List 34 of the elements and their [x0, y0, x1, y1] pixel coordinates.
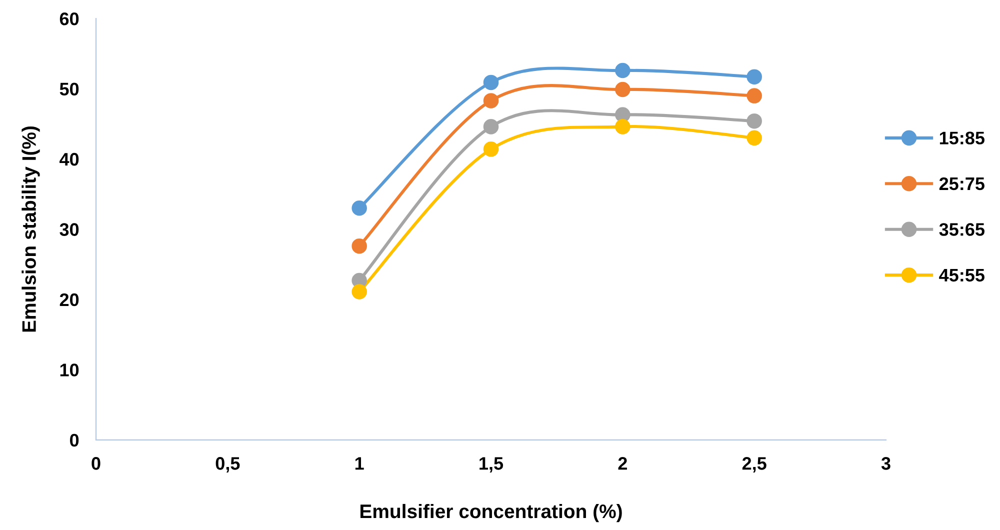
x-tick-label: 3 [881, 457, 890, 470]
point [746, 69, 762, 84]
x-tick-label: 0 [92, 457, 100, 470]
x-tick-label: 1,5 [480, 457, 504, 472]
y-axis-title: Emulsion stability I(%) [22, 126, 40, 332]
point [615, 62, 630, 78]
point [746, 113, 762, 129]
x-tick-label: 0,5 [216, 457, 240, 472]
point [352, 238, 367, 254]
y-tick-label: 0 [70, 434, 79, 447]
point [615, 119, 630, 134]
y-tick-label: 60 [60, 12, 79, 26]
legend-label: 15:85 [940, 132, 984, 144]
point [483, 119, 499, 134]
legend-label: 35:65 [939, 223, 984, 236]
point [483, 74, 499, 90]
point [352, 284, 367, 300]
point [483, 142, 499, 157]
x-axis-title: Emulsifier concentration (%) [360, 504, 622, 522]
x-tick-label: 1 [355, 457, 364, 470]
y-tick-label: 40 [60, 152, 79, 166]
legend-label: 45:55 [939, 268, 984, 282]
point [615, 82, 630, 98]
x-tick-label: 2 [618, 457, 627, 470]
y-tick-label: 10 [60, 364, 79, 376]
y-tick-label: 50 [60, 82, 79, 96]
point [352, 200, 367, 216]
legend-label: 25:75 [939, 177, 984, 190]
y-tick-label: 20 [60, 293, 79, 306]
point [483, 93, 499, 108]
point [746, 130, 762, 146]
point [746, 88, 762, 104]
x-tick-label: 2,5 [742, 457, 766, 472]
y-tick-label: 30 [60, 223, 79, 236]
